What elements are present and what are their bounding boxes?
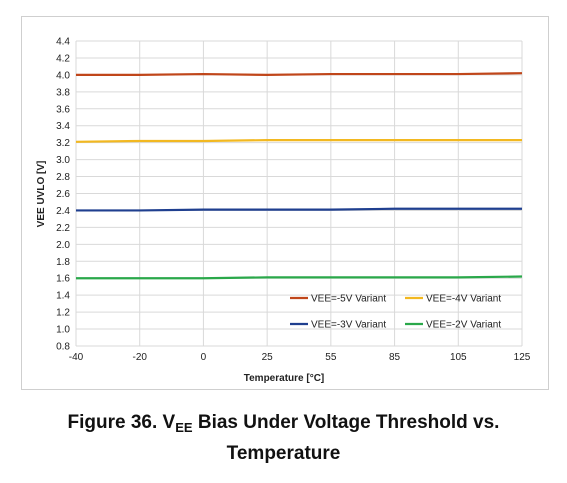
caption-line-1: Figure 36. VEE Bias Under Voltage Thresh… xyxy=(0,410,567,441)
y-tick-label: 1.6 xyxy=(56,274,70,285)
x-tick-label: 125 xyxy=(514,352,531,363)
y-axis-ticks: 0.8 1.0 1.2 1.4 1.6 1.8 2.0 2.2 2.4 2.6 2.8 3.0 3.2 3… xyxy=(56,37,70,353)
line-chart: 0.8 1.0 1.2 1.4 1.6 1.8 2.0 2.2 2.4 2.6 2.8 3.0 3.2 3… xyxy=(36,37,531,385)
x-tick-label: 105 xyxy=(450,352,467,363)
x-axis-ticks: -40 -20 0 25 55 85 105 125 xyxy=(69,352,531,363)
y-tick-label: 1.8 xyxy=(56,257,70,268)
x-tick-label: -40 xyxy=(69,352,84,363)
legend-label: VEE=-4V Variant xyxy=(426,294,501,305)
y-tick-label: 2.2 xyxy=(56,223,70,234)
y-tick-label: 1.0 xyxy=(56,325,70,336)
legend-label: VEE=-2V Variant xyxy=(426,320,501,331)
y-tick-label: 4.2 xyxy=(56,53,70,64)
caption-line-2: Temperature xyxy=(226,443,341,464)
legend-label: VEE=-5V Variant xyxy=(311,294,386,305)
y-tick-label: 1.2 xyxy=(56,308,70,319)
caption-rest: Bias Under Voltage Threshold vs. xyxy=(192,412,500,433)
y-tick-label: 2.6 xyxy=(56,189,70,200)
y-tick-label: 0.8 xyxy=(56,342,70,353)
series-line-2 xyxy=(75,139,522,143)
x-tick-label: 85 xyxy=(389,352,401,363)
caption-prefix: Figure 36. V xyxy=(67,412,176,433)
chart-frame: 0.8 1.0 1.2 1.4 1.6 1.8 2.0 2.2 2.4 2.6 2.8 3.0 3.2 3… xyxy=(21,16,549,390)
y-tick-label: 2.4 xyxy=(56,206,70,217)
y-tick-label: 3.6 xyxy=(56,104,70,115)
x-tick-label: 0 xyxy=(201,352,207,363)
figure-caption: Figure 36. VEE Bias Under Voltage Thresh… xyxy=(0,410,567,467)
legend-label: VEE=-3V Variant xyxy=(311,320,386,331)
series-lines xyxy=(75,72,523,280)
y-tick-label: 3.2 xyxy=(56,138,70,149)
series-line-4 xyxy=(76,275,523,280)
y-tick-label: 4.0 xyxy=(56,70,70,81)
gridlines xyxy=(75,40,523,347)
series-line-1 xyxy=(76,72,523,76)
x-tick-label: -20 xyxy=(132,352,147,363)
y-tick-label: 3.8 xyxy=(56,87,70,98)
caption-subscript: EE xyxy=(175,420,193,435)
x-tick-label: 25 xyxy=(262,352,274,363)
x-tick-label: 55 xyxy=(325,352,337,363)
y-tick-label: 3.4 xyxy=(56,121,70,132)
legend: VEE=-5V Variant VEE=-4V Variant VEE=-3V Va… xyxy=(290,294,501,331)
y-tick-label: 4.4 xyxy=(56,37,70,48)
x-axis-title: Temperature [°C] xyxy=(244,373,325,384)
y-tick-label: 1.4 xyxy=(56,291,70,302)
y-axis-title: VEE UVLO [V] xyxy=(36,161,47,228)
y-tick-label: 2.8 xyxy=(56,172,70,183)
series-line-3 xyxy=(76,207,522,212)
y-tick-label: 2.0 xyxy=(56,240,70,251)
y-tick-label: 3.0 xyxy=(56,155,70,166)
